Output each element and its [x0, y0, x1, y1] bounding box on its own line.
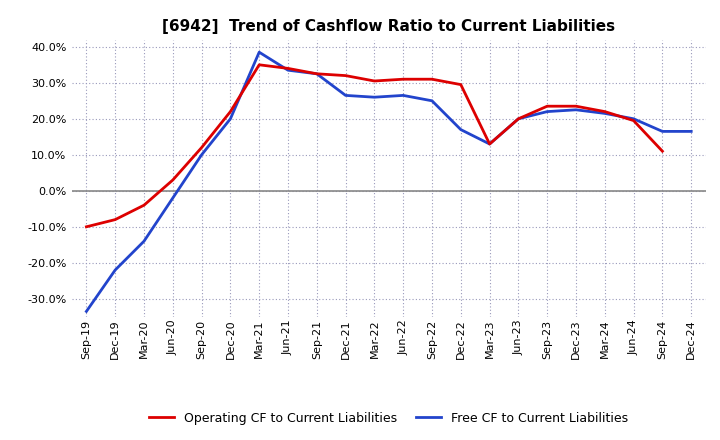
Free CF to Current Liabilities [82, 309, 91, 314]
Operating CF to Current Liabilities [341, 73, 350, 78]
Free CF to Current Liabilities [485, 141, 494, 147]
Free CF to Current Liabilities [341, 93, 350, 98]
Free CF to Current Liabilities [629, 116, 638, 121]
Operating CF to Current Liabilities [370, 78, 379, 84]
Operating CF to Current Liabilities [456, 82, 465, 87]
Free CF to Current Liabilities [687, 129, 696, 134]
Operating CF to Current Liabilities [197, 145, 206, 150]
Free CF to Current Liabilities [399, 93, 408, 98]
Operating CF to Current Liabilities [226, 109, 235, 114]
Free CF to Current Liabilities [428, 98, 436, 103]
Free CF to Current Liabilities [284, 68, 292, 73]
Operating CF to Current Liabilities [82, 224, 91, 229]
Operating CF to Current Liabilities [600, 109, 609, 114]
Operating CF to Current Liabilities [428, 77, 436, 82]
Free CF to Current Liabilities [255, 50, 264, 55]
Legend: Operating CF to Current Liabilities, Free CF to Current Liabilities: Operating CF to Current Liabilities, Fre… [149, 412, 629, 425]
Free CF to Current Liabilities [456, 127, 465, 132]
Operating CF to Current Liabilities [255, 62, 264, 67]
Operating CF to Current Liabilities [111, 217, 120, 222]
Operating CF to Current Liabilities [485, 141, 494, 147]
Operating CF to Current Liabilities [658, 149, 667, 154]
Operating CF to Current Liabilities [514, 116, 523, 121]
Free CF to Current Liabilities [514, 116, 523, 121]
Operating CF to Current Liabilities [543, 103, 552, 109]
Operating CF to Current Liabilities [168, 177, 177, 183]
Free CF to Current Liabilities [600, 111, 609, 116]
Free CF to Current Liabilities [370, 95, 379, 100]
Operating CF to Current Liabilities [312, 71, 321, 77]
Free CF to Current Liabilities [140, 238, 148, 244]
Operating CF to Current Liabilities [629, 118, 638, 123]
Operating CF to Current Liabilities [284, 66, 292, 71]
Operating CF to Current Liabilities [572, 103, 580, 109]
Free CF to Current Liabilities [658, 129, 667, 134]
Title: [6942]  Trend of Cashflow Ratio to Current Liabilities: [6942] Trend of Cashflow Ratio to Curren… [162, 19, 616, 34]
Free CF to Current Liabilities [226, 116, 235, 121]
Free CF to Current Liabilities [543, 109, 552, 114]
Line: Free CF to Current Liabilities: Free CF to Current Liabilities [86, 52, 691, 312]
Free CF to Current Liabilities [572, 107, 580, 113]
Free CF to Current Liabilities [168, 195, 177, 201]
Free CF to Current Liabilities [197, 152, 206, 158]
Free CF to Current Liabilities [111, 268, 120, 273]
Free CF to Current Liabilities [312, 71, 321, 77]
Operating CF to Current Liabilities [140, 202, 148, 208]
Line: Operating CF to Current Liabilities: Operating CF to Current Liabilities [86, 65, 662, 227]
Operating CF to Current Liabilities [399, 77, 408, 82]
